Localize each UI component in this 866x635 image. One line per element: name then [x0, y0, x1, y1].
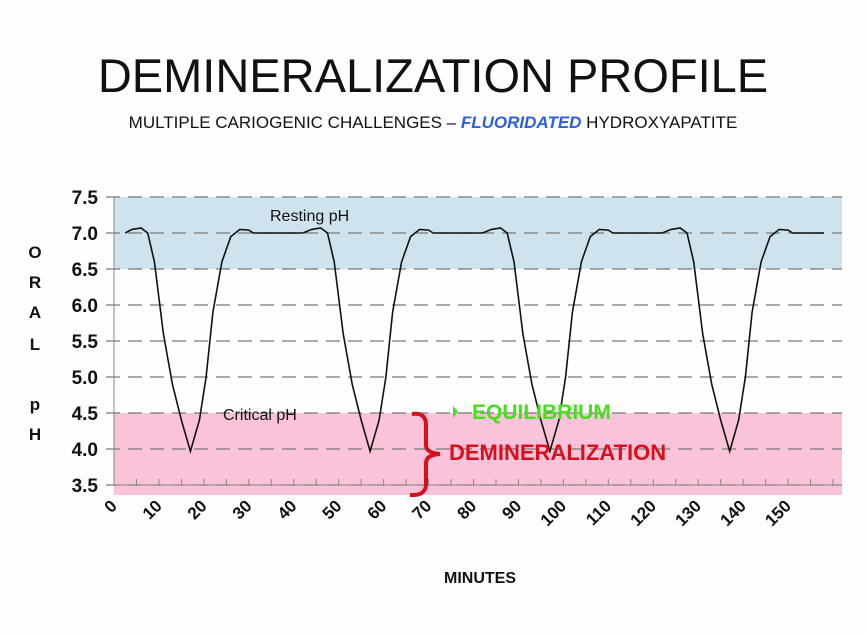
x-tick-label: 80 — [454, 496, 481, 523]
subtitle-highlight: FLUORIDATED — [461, 113, 582, 132]
y-axis-label-letter: H — [29, 425, 41, 444]
x-tick-label: 60 — [364, 496, 391, 523]
y-tick-label: 3.5 — [72, 476, 99, 497]
x-tick-label: 40 — [274, 496, 301, 523]
y-axis-label-letter: R — [29, 273, 41, 292]
x-tick-label: 150 — [761, 496, 794, 529]
x-tick-label: 10 — [139, 496, 166, 523]
annotation-demineralization: DEMINERALIZATION — [449, 440, 666, 465]
y-axis-label-letter: L — [30, 335, 40, 354]
y-axis-label-letter: p — [30, 395, 40, 414]
x-tick-label: 130 — [672, 496, 705, 529]
x-tick-label: 70 — [409, 496, 436, 523]
x-tick-label: 110 — [582, 496, 615, 529]
x-tick-label: 50 — [319, 496, 346, 523]
x-tick-label: 100 — [537, 496, 570, 529]
y-axis-label-letter: A — [29, 303, 41, 322]
x-tick-label: 90 — [498, 496, 525, 523]
bullet-icon — [453, 406, 458, 418]
x-tick-label: 140 — [716, 496, 749, 529]
y-tick-label: 7.5 — [72, 188, 99, 209]
y-tick-label: 4.5 — [72, 404, 99, 425]
chart-subtitle: MULTIPLE CARIOGENIC CHALLENGES – FLUORID… — [129, 113, 738, 132]
y-axis-label-letter: O — [28, 243, 41, 262]
annotation-equilibrium: EQUILIBRIUM — [472, 401, 611, 424]
x-tick-label: 20 — [184, 496, 211, 523]
y-tick-label: 5.5 — [72, 332, 99, 353]
x-tick-label: 30 — [229, 496, 256, 523]
y-tick-label: 7.0 — [72, 224, 98, 245]
x-tick-label: 0 — [101, 496, 121, 516]
y-tick-label: 5.0 — [72, 368, 98, 389]
series-line — [124, 227, 824, 455]
y-tick-label: 6.0 — [72, 296, 98, 317]
band-label-critical: Critical pH — [223, 407, 297, 424]
brace-icon — [409, 411, 441, 498]
band-label-resting: Resting pH — [270, 208, 349, 225]
x-tick-label: 120 — [627, 496, 660, 529]
y-tick-label: 6.5 — [72, 260, 99, 281]
x-axis-label: MINUTES — [444, 570, 516, 587]
y-tick-label: 4.0 — [72, 440, 98, 461]
chart-title: DEMINERALIZATION PROFILE — [98, 49, 768, 102]
